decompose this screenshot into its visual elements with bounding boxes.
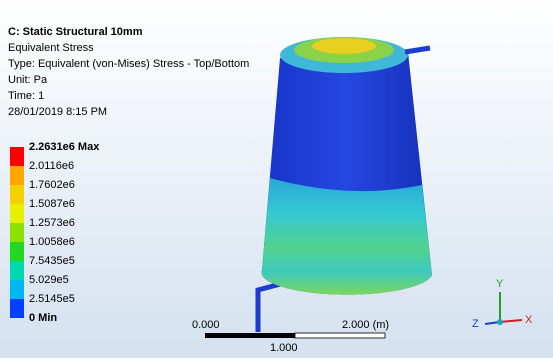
scale-start: 0.000 [192,319,220,331]
legend-label: 2.2631e6 Max [29,141,100,153]
header-line: Equivalent Stress [8,42,94,54]
triad-origin [497,319,503,325]
triad-y-label: Y [496,278,504,290]
result-title: C: Static Structural 10mm [8,26,143,38]
legend-label: 7.5435e5 [29,255,75,267]
legend-label: 5.029e5 [29,274,69,286]
legend-band [10,280,24,299]
header-line: Unit: Pa [8,74,48,86]
legend-label: 1.5087e6 [29,198,75,210]
scale-bar-black [205,333,295,338]
triad-x-label: X [525,314,533,326]
legend-label: 1.2573e6 [29,217,75,229]
legend-band [10,147,24,166]
scale-middle: 1.000 [270,342,298,354]
legend-band [10,204,24,223]
header-line: Type: Equivalent (von-Mises) Stress - To… [8,58,249,70]
legend-label: 0 Min [29,312,57,324]
legend-bar [10,147,24,318]
scale-bar-white [295,333,385,338]
legend-band [10,242,24,261]
legend-label: 1.0058e6 [29,236,75,248]
top-cap-center [312,38,376,54]
cylinder-lower [261,178,432,295]
viewport: C: Static Structural 10mm Equivalent Str… [0,0,553,358]
legend-label: 1.7602e6 [29,179,75,191]
legend-band [10,299,24,318]
legend-label: 2.0116e6 [29,160,74,172]
legend-band [10,185,24,204]
scale-end: 2.000 (m) [342,319,389,331]
legend-band [10,261,24,280]
legend-band [10,166,24,185]
header-line: 28/01/2019 8:15 PM [8,106,107,118]
header-line: Time: 1 [8,90,44,102]
legend-band [10,223,24,242]
triad-z-label: Z [472,318,479,330]
legend-label: 2.5145e5 [29,293,75,305]
